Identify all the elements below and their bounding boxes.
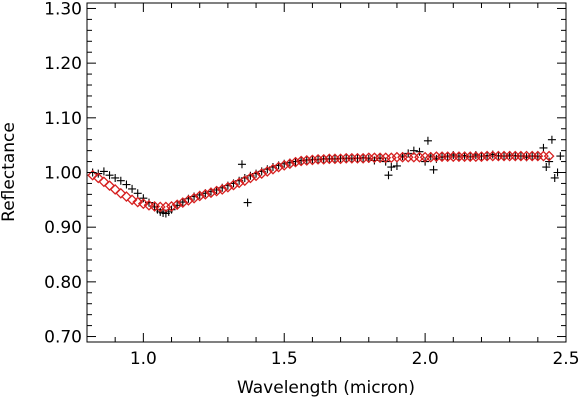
model-point-diamond (126, 194, 138, 206)
model-point-diamond (278, 159, 290, 171)
model-point-diamond (216, 184, 228, 195)
model-point-diamond (92, 172, 104, 184)
model-point-diamond (273, 161, 285, 173)
data-point-plus (384, 171, 393, 180)
data-point-plus (516, 152, 525, 161)
model-point-diamond (188, 192, 200, 204)
y-tick-label: 0.80 (44, 273, 82, 293)
x-tick-label: 2.5 (552, 349, 579, 369)
series-plus (88, 135, 565, 218)
data-point-plus (128, 184, 137, 193)
x-axis-title: Wavelength (micron) (237, 378, 415, 398)
model-point-diamond (267, 163, 279, 175)
data-point-plus (243, 198, 252, 207)
data-point-plus (111, 173, 120, 182)
model-point-diamond (171, 199, 183, 211)
model-point-diamond (166, 200, 177, 212)
data-point-plus (500, 152, 509, 161)
data-point-plus (547, 135, 556, 144)
data-point-plus (116, 176, 125, 185)
data-point-plus (423, 136, 432, 145)
data-point-plus (466, 152, 475, 161)
model-point-diamond (284, 158, 296, 170)
data-point-plus (167, 205, 176, 214)
data-point-plus (556, 152, 565, 161)
data-point-plus (376, 154, 385, 163)
data-point-plus (443, 152, 452, 161)
series-layer (87, 135, 565, 218)
model-point-diamond (115, 187, 127, 199)
data-point-plus (99, 167, 108, 176)
data-point-plus (429, 165, 438, 174)
data-point-plus (539, 143, 548, 152)
model-point-diamond (245, 172, 256, 184)
data-point-plus (392, 161, 401, 170)
model-point-diamond (543, 150, 555, 162)
data-point-plus (237, 160, 246, 169)
y-tick-label: 1.00 (44, 164, 82, 184)
y-tick-label: 1.30 (44, 0, 82, 19)
series-diamond (87, 150, 555, 213)
x-tick-label: 1.0 (130, 349, 157, 369)
data-point-plus (438, 153, 447, 162)
model-point-diamond (199, 188, 211, 200)
data-point-plus (105, 171, 114, 180)
data-point-plus (122, 180, 131, 189)
data-point-plus (542, 163, 551, 172)
model-point-diamond (261, 165, 273, 177)
model-point-diamond (183, 194, 194, 206)
model-point-diamond (109, 184, 121, 195)
model-point-diamond (256, 168, 268, 180)
model-point-diamond (87, 169, 99, 181)
model-point-diamond (132, 196, 144, 208)
y-tick-label: 0.70 (44, 328, 82, 348)
model-point-diamond (228, 179, 239, 191)
model-point-diamond (290, 156, 301, 168)
data-point-plus (533, 152, 542, 161)
x-tick-label: 2.0 (412, 349, 439, 369)
axis-layer: 1.0 1.5 2.0 2.5 0.70 0.80 0.90 1.00 1.10 1.20 1.30 (44, 0, 579, 369)
model-point-diamond (194, 190, 206, 202)
data-point-plus (415, 147, 424, 156)
model-point-diamond (98, 176, 110, 188)
model-point-diamond (137, 198, 149, 210)
y-tick-label: 1.20 (44, 54, 82, 74)
model-point-diamond (177, 197, 189, 208)
y-tick-label: 1.10 (44, 109, 82, 129)
data-point-plus (550, 173, 559, 182)
data-point-plus (139, 194, 148, 203)
data-point-plus (133, 189, 142, 198)
model-point-diamond (104, 180, 115, 192)
model-point-diamond (222, 181, 234, 193)
y-tick-label: 0.90 (44, 218, 82, 238)
model-point-diamond (250, 170, 262, 182)
plot-frame (86, 2, 567, 343)
model-point-diamond (211, 185, 223, 197)
x-tick-label: 1.5 (271, 349, 298, 369)
data-point-plus (359, 153, 368, 162)
y-axis-title: Reflectance (0, 122, 19, 222)
data-point-plus (387, 163, 396, 172)
data-point-plus (370, 156, 379, 165)
model-point-diamond (233, 177, 245, 189)
data-point-plus (545, 157, 554, 166)
model-point-diamond (205, 187, 217, 199)
model-point-diamond (121, 191, 132, 202)
